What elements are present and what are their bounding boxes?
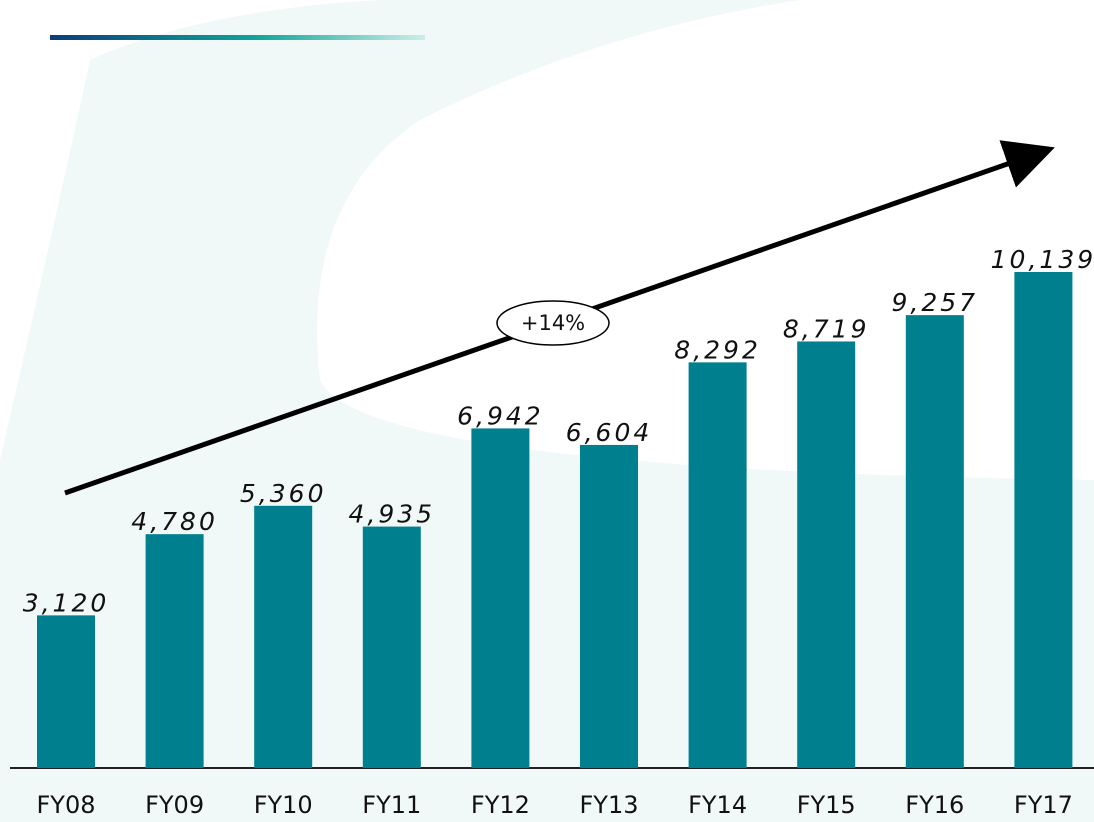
annotation: +14% — [521, 311, 585, 335]
value-label: 4,935 — [349, 500, 436, 529]
value-label: 3,120 — [23, 588, 110, 617]
x-tick-label: FY12 — [471, 791, 530, 819]
x-tick-label: FY09 — [145, 791, 204, 819]
bar — [362, 526, 421, 768]
bar — [254, 505, 313, 768]
header-rule — [50, 35, 425, 40]
x-tick-label: FY17 — [1014, 791, 1073, 819]
bar — [580, 444, 638, 768]
bar — [797, 341, 856, 768]
value-label: 4,780 — [131, 507, 218, 536]
value-label: 10,139 — [991, 245, 1094, 274]
bar — [905, 315, 964, 768]
value-label: 9,257 — [892, 288, 979, 317]
bar — [471, 428, 530, 768]
value-label: 6,604 — [566, 418, 653, 447]
value-label: 5,360 — [240, 479, 327, 508]
x-tick-label: FY08 — [36, 791, 95, 819]
bar — [37, 615, 95, 768]
value-label: 8,292 — [674, 335, 761, 364]
x-tick-label: FY13 — [579, 791, 638, 819]
annotation-bubble — [496, 300, 610, 346]
value-label: 8,719 — [783, 314, 870, 343]
bar — [1014, 272, 1073, 768]
bar — [688, 362, 747, 768]
x-tick-label: FY10 — [254, 791, 313, 819]
value-label: 6,942 — [457, 401, 544, 430]
x-tick-label: FY15 — [797, 791, 856, 819]
x-tick-label: FY14 — [688, 791, 747, 819]
x-tick-label: FY11 — [362, 791, 421, 819]
bar — [145, 534, 204, 768]
x-tick-label: FY16 — [905, 791, 964, 819]
